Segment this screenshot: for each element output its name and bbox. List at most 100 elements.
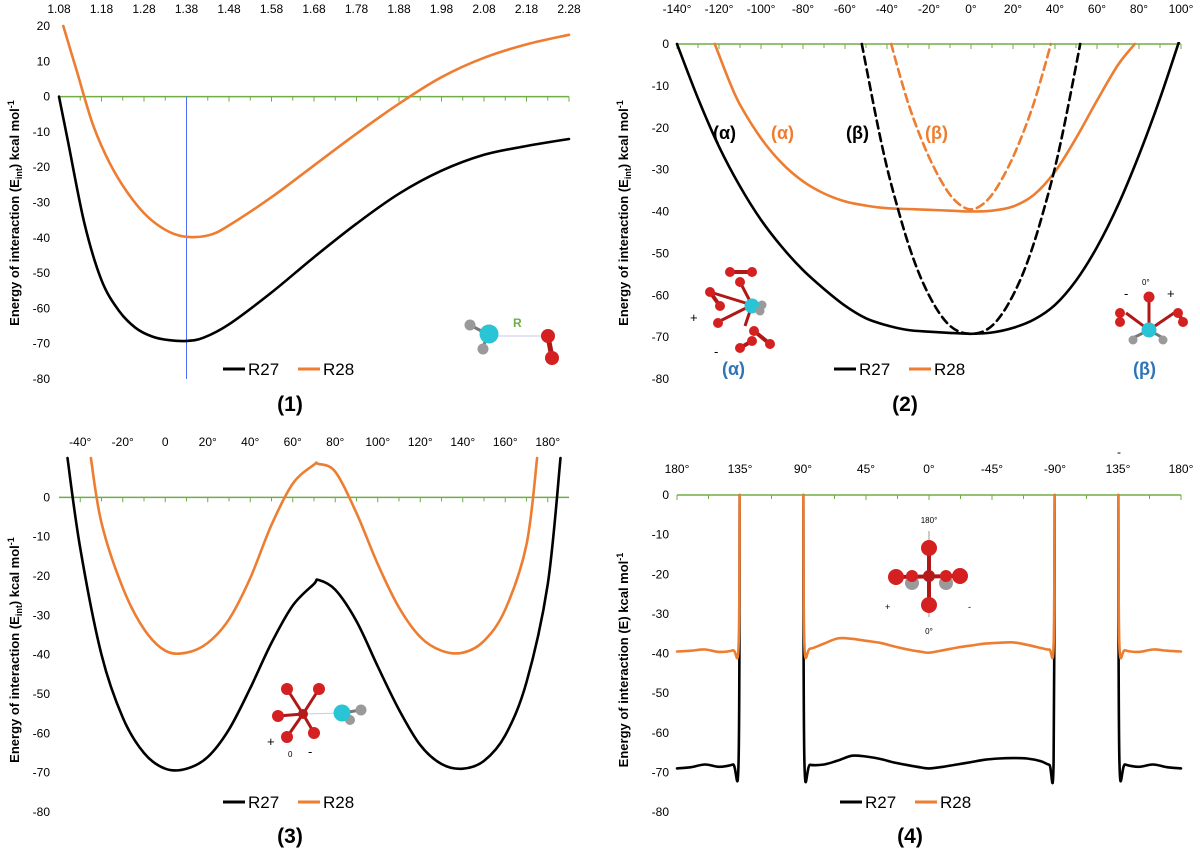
panel-3-y-tick-labels: 0 -10 -20 -30 -40 -50 -60 -70 -80 [33,490,51,819]
panel-4-y-tick-label: -70 [652,765,670,779]
panel-4-legend-r27: R27 [865,793,896,812]
panel-2-alpha-caption: (α) [722,359,745,379]
panel-2: -140° -120° -100° -80° -60° -40° -20° 0° 20° 40° 6… [615,2,1194,416]
panel-1-y-tick-label: 20 [37,19,51,33]
panel-1-y-tick-label: -60 [33,301,51,315]
panel-4-molecule-inset: 180° 0° + - [885,516,971,636]
panel-4-x-tick-label: 45° [857,462,875,476]
panel-1-x-tick-label: 1.08 [47,2,71,16]
panel-1-x-tick-label: 1.58 [260,2,284,16]
panel-2-y-tick-label: -80 [652,372,670,386]
panel-2-alpha-plus: + [690,310,698,325]
panel-4-y-tick-labels: 0 -10 -20 -30 -40 -50 -60 -70 -80 [652,488,670,819]
panel-3-x-tick-label: -40° [69,435,91,449]
panel-4-x-tick-labels: 180° 135° 90° 45° 0° -45° -90° 135° 180° [665,462,1194,476]
panel-2-y-tick-label: -20 [652,121,670,135]
panel-3-series [66,456,562,772]
panel-2-beta-minus: - [1124,286,1128,301]
panel-1-x-tick-label: 1.28 [132,2,156,16]
panel-1-y-tick-label: -10 [33,125,51,139]
panel-2-ylabel-mid: ) kcal mol [616,108,631,168]
panel-3-zero-mark: 0 [288,750,293,759]
panel-2-y-tick-label: -10 [652,79,670,93]
panel-1-legend: R27 R28 [223,360,354,379]
panel-3-y-axis-title: Energy of interaction (Eint) kcal mol-1 [6,537,24,763]
panel-4-series [675,493,1183,785]
panel-4-y-tick-label: -60 [652,726,670,740]
panel-1-y-tick-labels: 20 10 0 -10 -20 -30 -40 -50 -60 -70 -80 [33,19,51,386]
panel-2-series-r28-β [889,42,1053,211]
panel-1-legend-r28: R28 [323,360,354,379]
panel-3-ylabel-sub: int [14,605,24,616]
panel-4-minus-above-label: - [1117,445,1121,459]
panel-3-y-tick-label: -60 [33,726,51,740]
panel-3-x-tick-labels: -40° -20° 0 20° 40° 60° 80° 100° 120° 140° 160° 180… [69,435,560,449]
panel-2-x-tick-label: 40° [1046,2,1064,16]
panel-1-y-axis-title: Energy of interaction (Eint) kcal mol-1 [6,100,24,326]
panel-4-zero-line [676,494,1182,500]
panel-4-y-tick-label: -40 [652,647,670,661]
panel-2-y-tick-label: 0 [662,37,669,51]
panel-2-y-axis-title: Energy of interaction (Eint) kcal mol-1 [615,100,633,326]
panel-4-series-r28 [1117,493,1183,660]
panel-4-y-tick-label: -80 [652,805,670,819]
panel-3-legend: R27 R28 [223,793,354,812]
panel-1-x-tick-label: 1.98 [430,2,454,16]
panel-3-x-tick-label: 60° [284,435,302,449]
panel-3-x-tick-label: 20° [199,435,217,449]
panel-3-y-tick-label: -10 [33,530,51,544]
panel-3-y-tick-label: -70 [33,766,51,780]
panel-4-ylabel-main: Energy of interaction (E) kcal mol [616,561,631,768]
panel-1-label: (1) [277,393,303,416]
panel-2-x-tick-label: -40° [876,2,898,16]
panel-3-x-tick-label: 160° [493,435,518,449]
panel-4-plus: + [885,602,890,612]
panel-4-y-tick-label: -10 [652,528,670,542]
panel-3-legend-r28: R28 [323,793,354,812]
panel-2-x-tick-label: -20° [918,2,940,16]
panel-4-x-tick-label: 180° [665,462,690,476]
panel-2-beta-molecule-inset: 0° - + (β) [1115,278,1188,379]
panel-3-legend-r27: R27 [248,793,279,812]
panel-4-series-r27 [675,493,741,783]
panel-1-molecule-inset: R [464,316,559,365]
panel-2-legend-r27: R27 [859,360,890,379]
panel-1-x-tick-label: 1.68 [302,2,326,16]
panel-2-curve-label-r27-beta: (β) [846,123,869,143]
panel-1-ylabel-main: Energy of interaction (E [7,179,22,326]
panel-2-x-tick-label: 60° [1088,2,1106,16]
panel-3-ylabel-main: Energy of interaction (E [7,616,22,763]
panel-3-y-tick-label: -40 [33,648,51,662]
panel-2-beta-caption: (β) [1133,359,1156,379]
panel-2-x-tick-label: 80° [1130,2,1148,16]
panel-2-series-r27-β [860,42,1082,336]
panel-1-x-tick-label: 1.38 [175,2,199,16]
panel-3-label: (3) [277,825,303,848]
panel-4-x-tick-label: -90° [1044,462,1066,476]
panel-2-label: (2) [892,393,918,416]
panel-4-x-tick-label: 90° [794,462,812,476]
panel-2-x-tick-label: -80° [792,2,814,16]
panel-3-y-tick-label: -50 [33,687,51,701]
panel-2-y-tick-label: -70 [652,330,670,344]
panel-1-y-tick-label: -50 [33,266,51,280]
panel-1-x-tick-label: 2.08 [472,2,496,16]
panel-4-x-tick-label: 135° [728,462,753,476]
panel-4-bottom-deg: 0° [925,627,933,636]
panel-2-y-tick-label: -60 [652,288,670,302]
panel-2-y-tick-labels: 0 -10 -20 -30 -40 -50 -60 -70 -80 [652,37,670,386]
panel-1-x-tick-labels: 1.08 1.18 1.28 1.38 1.48 1.58 1.68 1.78 1.88 1.98… [47,2,581,16]
panel-1-x-tick-label: 1.88 [387,2,411,16]
panel-3-zero-line [59,496,569,503]
panel-2-x-tick-label: -60° [834,2,856,16]
panel-3-plus: + [267,734,275,749]
panel-2-curve-label-r27-alpha: (α) [713,123,736,143]
panel-2-zero-line [676,43,1182,49]
panel-1: 1.08 1.18 1.28 1.38 1.48 1.58 1.68 1.78 1.88 1.98… [6,2,581,416]
panel-4-y-tick-label: -30 [652,607,670,621]
panel-1-x-tick-label: 2.18 [515,2,539,16]
panel-3-ylabel-sup: -1 [6,537,16,545]
panel-1-y-tick-label: -20 [33,160,51,174]
panel-4: 180° 135° 90° 45° 0° -45° -90° 135° 180° 0 -10 -20… [615,445,1194,848]
